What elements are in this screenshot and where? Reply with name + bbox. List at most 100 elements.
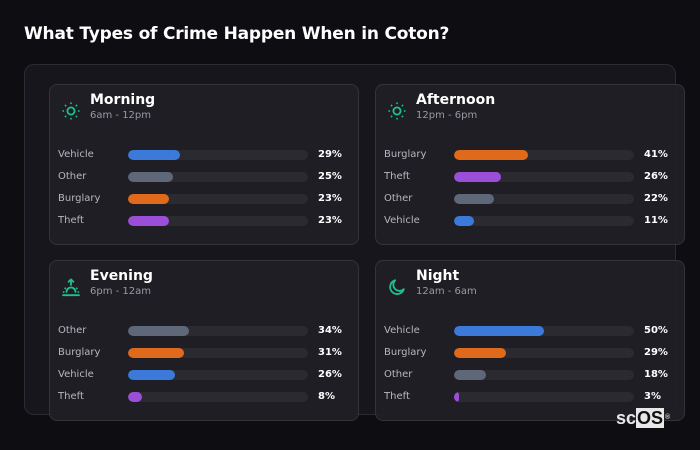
bar-track [454,172,634,182]
bar-row-theft: Theft 3% [384,390,684,412]
bar-fill [128,172,173,182]
registered-mark: ® [665,414,671,421]
bar-track [128,392,308,402]
card-evening: Evening 6pm - 12am Other 34% Burglary 31% Ve… [49,260,359,421]
bar-list: Other 34% Burglary 31% Vehicle 26% Theft 8% [58,324,358,412]
bar-value: 41% [644,149,668,160]
bar-label: Other [58,171,87,182]
bar-value: 11% [644,215,668,226]
bar-fill [454,326,544,336]
card-time-range: 12am - 6am [416,286,477,297]
bar-value: 26% [318,369,342,380]
bar-track [454,348,634,358]
bar-fill [454,150,528,160]
bar-row-vehicle: Vehicle 11% [384,214,684,236]
bar-value: 3% [644,391,661,402]
bar-track [128,370,308,380]
bar-row-other: Other 22% [384,192,684,214]
bar-value: 34% [318,325,342,336]
bar-label: Burglary [384,347,427,358]
bar-label: Burglary [58,347,101,358]
bar-fill [128,216,170,226]
card-time-range: 6pm - 12am [90,286,152,297]
bar-fill [128,326,190,336]
bar-value: 18% [644,369,668,380]
bar-track [128,150,308,160]
page-title: What Types of Crime Happen When in Coton… [24,24,450,44]
bar-fill [128,392,143,402]
bar-value: 8% [318,391,335,402]
bar-row-other: Other 18% [384,368,684,390]
bar-value: 25% [318,171,342,182]
bar-row-burglary: Burglary 41% [384,148,684,170]
bar-fill [454,348,507,358]
bar-label: Other [58,325,87,336]
bar-row-other: Other 25% [58,170,358,192]
bar-fill [454,194,494,204]
bar-row-theft: Theft 8% [58,390,358,412]
moon-icon [387,277,407,297]
bar-label: Vehicle [384,325,420,336]
bar-row-vehicle: Vehicle 26% [58,368,358,390]
brand-logo: scOS ® [616,408,670,428]
bar-fill [454,370,487,380]
bar-fill [128,370,175,380]
bar-track [454,194,634,204]
bar-list: Vehicle 29% Other 25% Burglary 23% Theft 23% [58,148,358,236]
bar-fill [454,216,474,226]
bar-track [454,392,634,402]
bar-fill [128,150,181,160]
bar-fill [454,392,460,402]
bar-row-burglary: Burglary 29% [384,346,684,368]
bar-label: Other [384,369,413,380]
brand-prefix: sc [616,408,637,428]
bar-row-vehicle: Vehicle 29% [58,148,358,170]
bar-row-burglary: Burglary 23% [58,192,358,214]
bar-label: Burglary [384,149,427,160]
card-title: Afternoon [416,92,496,108]
bar-label: Vehicle [58,369,94,380]
bar-row-burglary: Burglary 31% [58,346,358,368]
card-night: Night 12am - 6am Vehicle 50% Burglary 29% Ot… [375,260,685,421]
bar-value: 26% [644,171,668,182]
card-title: Evening [90,268,153,284]
sunset-icon [61,277,81,297]
bar-label: Other [384,193,413,204]
bar-track [128,172,308,182]
bar-list: Burglary 41% Theft 26% Other 22% Vehicle 11% [384,148,684,236]
bar-label: Theft [384,391,410,402]
brand-highlight: OS [636,408,665,428]
bar-value: 50% [644,325,668,336]
bar-label: Theft [58,215,84,226]
bar-track [128,348,308,358]
bar-track [128,326,308,336]
bar-label: Burglary [58,193,101,204]
bar-row-vehicle: Vehicle 50% [384,324,684,346]
bar-value: 23% [318,215,342,226]
bar-track [454,326,634,336]
bar-label: Vehicle [384,215,420,226]
bar-value: 29% [644,347,668,358]
bar-row-theft: Theft 23% [58,214,358,236]
bar-track [454,150,634,160]
card-title: Morning [90,92,156,108]
card-morning: Morning 6am - 12pm Vehicle 29% Other 25% Bur… [49,84,359,245]
bar-label: Theft [384,171,410,182]
bar-track [128,216,308,226]
bar-track [128,194,308,204]
bar-value: 31% [318,347,342,358]
sun-icon [387,101,407,121]
bar-label: Vehicle [58,149,94,160]
bar-row-other: Other 34% [58,324,358,346]
bar-fill [454,172,501,182]
sun-icon [61,101,81,121]
bar-value: 23% [318,193,342,204]
card-time-range: 12pm - 6pm [416,110,478,121]
card-time-range: 6am - 12pm [90,110,152,121]
bar-value: 22% [644,193,668,204]
bar-track [454,370,634,380]
bar-list: Vehicle 50% Burglary 29% Other 18% Theft 3% [384,324,684,412]
bar-label: Theft [58,391,84,402]
card-title: Night [416,268,460,284]
